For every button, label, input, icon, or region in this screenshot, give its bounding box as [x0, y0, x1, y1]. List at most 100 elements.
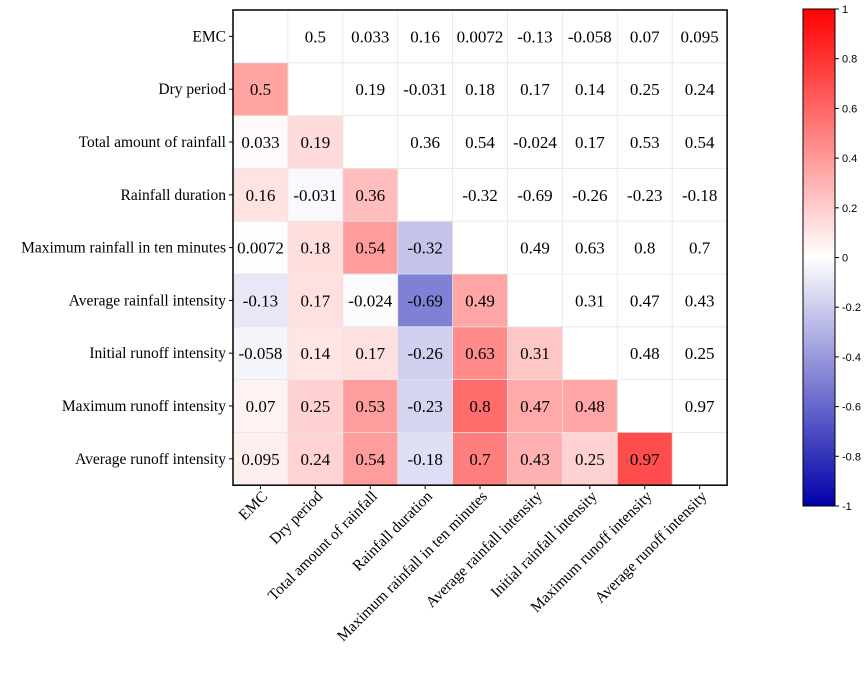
colorbar-tick-label: 1	[842, 4, 848, 16]
heatmap-cell-lower	[233, 432, 289, 486]
cell-value-label: 0.19	[300, 133, 330, 152]
cell-value-label: 0.095	[241, 450, 279, 469]
cell-value-label: 0.095	[681, 27, 719, 46]
cell-value-label: 0.5	[305, 27, 326, 46]
heatmap-cell-lower	[287, 221, 344, 275]
heatmap-cell-lower	[233, 62, 289, 116]
heatmap-cell-lower	[233, 326, 289, 380]
heatmap-cell-lower	[342, 221, 399, 275]
colorbar-tick-label: 0.2	[842, 203, 857, 215]
cell-value-label: 0.0072	[237, 239, 284, 258]
cell-value-label: 0.17	[300, 291, 330, 310]
heatmap-cell-lower	[233, 274, 289, 328]
colorbar-tick-label: -1	[842, 501, 852, 513]
cell-value-label: 0.17	[355, 344, 385, 363]
cell-value-label: 0.7	[469, 450, 491, 469]
heatmap-cell-lower	[452, 274, 508, 328]
cell-value-label: 0.5	[250, 80, 271, 99]
cell-value-label: 0.36	[355, 186, 385, 205]
heatmap-cell-lower	[342, 379, 399, 433]
heatmap-cell-lower	[397, 221, 453, 275]
cell-value-label: -0.23	[627, 186, 662, 205]
heatmap-cell-lower	[562, 379, 618, 433]
colorbar-tick-label: 0.8	[842, 54, 857, 66]
colorbar-tick-label: -0.6	[842, 402, 861, 414]
cell-value-label: 0.54	[355, 239, 385, 258]
cell-value-label: 0.25	[630, 80, 660, 99]
cell-value-label: 0.16	[410, 27, 440, 46]
cell-value-label: 0.17	[575, 133, 605, 152]
cell-value-label: 0.14	[575, 80, 605, 99]
cell-value-label: 0.31	[575, 291, 605, 310]
cell-value-label: -0.024	[348, 291, 392, 310]
column-label: Initial rainfall intensity	[488, 488, 601, 601]
cell-value-label: 0.24	[685, 80, 715, 99]
heatmap-cell-lower	[287, 274, 344, 328]
colorbar-tick-label: -0.2	[842, 302, 861, 314]
cell-value-label: 0.53	[630, 133, 660, 152]
heatmap-cell-lower	[507, 326, 563, 380]
colorbar-tick-label: 0	[842, 253, 848, 265]
cell-value-label: 0.54	[355, 450, 385, 469]
cell-value-label: -0.13	[243, 291, 278, 310]
row-label: Maximum runoff intensity	[62, 398, 226, 415]
heatmap-cell-lower	[342, 168, 399, 222]
heatmap-cell-lower	[507, 432, 563, 486]
row-label: EMC	[192, 28, 226, 45]
cell-value-label: -0.13	[517, 27, 552, 46]
cell-value-label: 0.07	[246, 397, 276, 416]
heatmap-cell-lower	[617, 432, 673, 486]
heatmap-cell-lower	[397, 274, 453, 328]
cell-value-label: 0.63	[575, 239, 605, 258]
row-label: Total amount of rainfall	[79, 134, 226, 151]
row-label: Initial runoff intensity	[89, 345, 226, 362]
column-label: Average runoff intensity	[592, 488, 711, 607]
cell-value-label: 0.54	[465, 133, 495, 152]
cell-value-label: 0.25	[300, 397, 330, 416]
cell-value-label: 0.63	[465, 344, 495, 363]
heatmap-cell-lower	[233, 168, 289, 222]
heatmap-cell-lower	[287, 115, 344, 169]
colorbar-tick-label: -0.4	[842, 352, 861, 364]
colorbar-tick-label: -0.8	[842, 451, 861, 463]
heatmap-cell-lower	[342, 432, 399, 486]
cell-value-label: 0.17	[520, 80, 550, 99]
heatmap-cells: 0.5 0.033 0.16 0.0072 -0.13 -0.058 0.07 0.095 0.…	[233, 27, 719, 486]
heatmap-cell-lower	[233, 115, 289, 169]
colorbar-gradient	[802, 8, 836, 507]
colorbar: 1 0.8 0.6 0.4 0.2 0 -0.2 -0.4 -0.6 -0.8 -1	[802, 4, 861, 513]
cell-value-label: 0.48	[575, 397, 605, 416]
cell-value-label: -0.26	[572, 186, 607, 205]
heatmap-cell-lower	[287, 432, 344, 486]
cell-value-label: 0.47	[520, 397, 550, 416]
cell-value-label: 0.033	[241, 133, 279, 152]
heatmap-cell-lower	[397, 379, 453, 433]
heatmap-cell-lower	[397, 326, 453, 380]
row-label: Average runoff intensity	[75, 451, 226, 468]
cell-value-label: -0.26	[407, 344, 442, 363]
cell-value-label: 0.49	[520, 239, 550, 258]
cell-value-label: 0.8	[634, 239, 655, 258]
cell-value-label: 0.25	[685, 344, 715, 363]
cell-value-label: -0.23	[407, 397, 442, 416]
cell-value-label: -0.18	[407, 450, 442, 469]
cell-value-label: -0.32	[407, 239, 442, 258]
cell-value-label: 0.24	[300, 450, 330, 469]
heatmap-cell-lower	[452, 432, 508, 486]
cell-value-label: -0.058	[568, 27, 612, 46]
heatmap-gridlines	[233, 10, 728, 486]
cell-value-label: 0.48	[630, 344, 660, 363]
heatmap-cell-lower	[397, 432, 453, 486]
cell-value-label: 0.18	[300, 239, 330, 258]
heatmap-cell-lower	[233, 379, 289, 433]
cell-value-label: -0.058	[238, 344, 282, 363]
cell-value-label: 0.18	[465, 80, 495, 99]
heatmap-cell-lower	[342, 274, 399, 328]
column-label: Total amount of rainfall	[265, 488, 381, 604]
cell-value-label: 0.97	[685, 397, 715, 416]
row-label: Maximum rainfall in ten minutes	[21, 240, 226, 257]
heatmap-cell-lower	[233, 221, 289, 275]
cell-value-label: 0.8	[469, 397, 490, 416]
cell-value-label: 0.16	[246, 186, 276, 205]
